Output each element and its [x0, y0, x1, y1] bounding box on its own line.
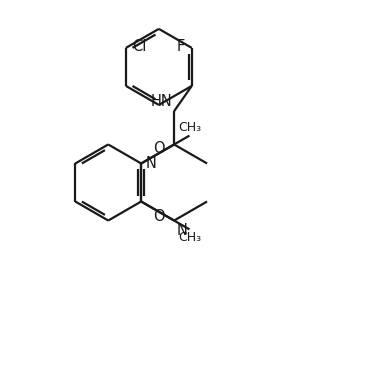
Text: N: N: [177, 223, 188, 238]
Text: N: N: [146, 156, 157, 171]
Text: HN: HN: [150, 94, 172, 110]
Text: O: O: [153, 209, 165, 224]
Text: O: O: [153, 141, 165, 156]
Text: F: F: [177, 39, 185, 54]
Text: CH₃: CH₃: [178, 121, 201, 134]
Text: CH₃: CH₃: [178, 231, 201, 244]
Text: Cl: Cl: [132, 39, 147, 54]
